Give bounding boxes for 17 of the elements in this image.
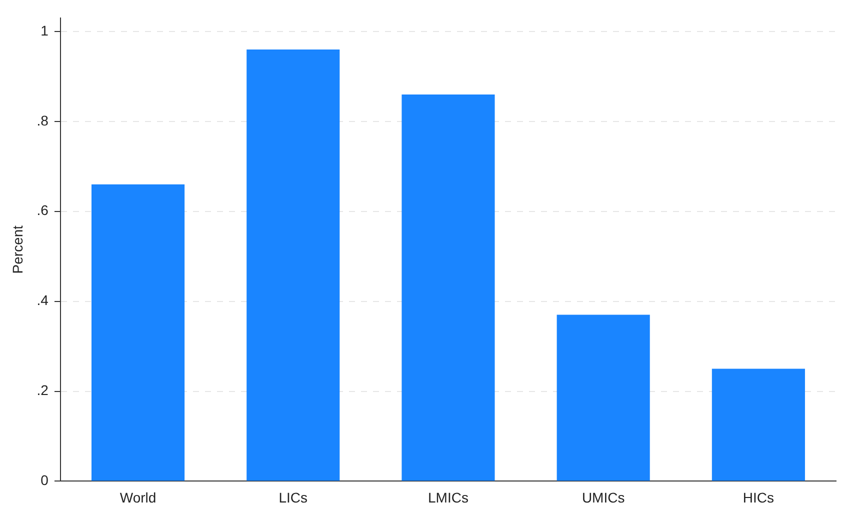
y-tick-label: .2 [36, 382, 49, 398]
x-tick-label: HICs [742, 489, 774, 506]
y-tick-label: 1 [40, 22, 49, 38]
y-tick-label: 0 [40, 472, 49, 488]
y-axis-title: Percent [9, 225, 26, 274]
bar [402, 94, 495, 481]
x-tick-label: World [120, 489, 156, 506]
y-tick-label: .6 [36, 202, 49, 218]
x-tick-label: LMICs [428, 489, 468, 506]
bar [246, 49, 340, 481]
bar [91, 184, 185, 481]
bar [712, 368, 805, 481]
y-tick-label: .4 [36, 292, 49, 308]
x-tick-label: LICs [278, 489, 308, 506]
y-tick-label: .8 [36, 112, 49, 128]
bar [556, 314, 650, 481]
x-tick-label: UMICs [582, 489, 625, 506]
